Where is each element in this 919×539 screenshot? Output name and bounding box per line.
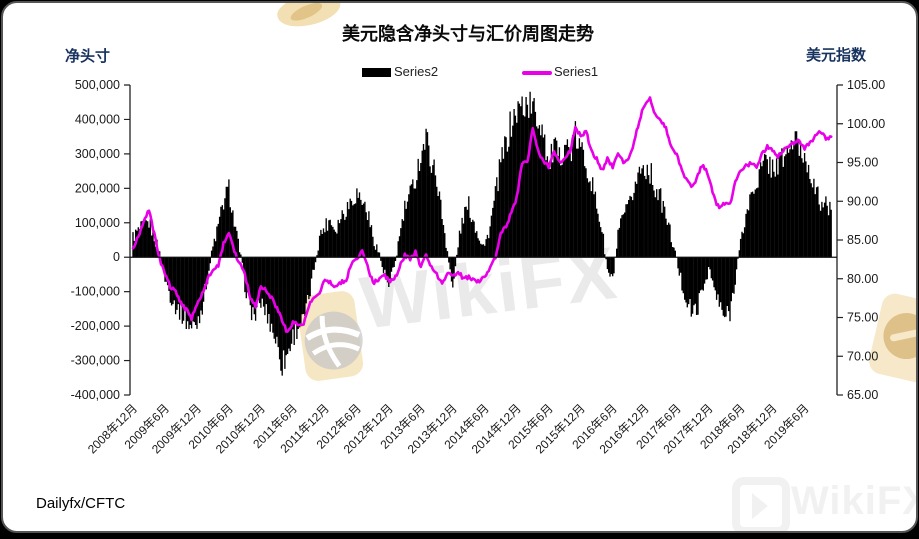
- right-axis-tick-label: 105.00: [847, 78, 885, 92]
- left-axis-tick-label: 0: [113, 250, 120, 264]
- right-axis-tick-label: 65.00: [847, 388, 878, 402]
- wikifx-corner-watermark-text: WikiFX: [791, 479, 918, 523]
- wikifx-logo-badge: [295, 289, 365, 383]
- left-axis-tick-label: -100,000: [71, 285, 120, 299]
- left-axis-tick-label: -400,000: [71, 388, 120, 402]
- eagle-icon: [304, 311, 363, 370]
- chart-title: 美元隐含净头寸与汇价周图走势: [342, 24, 594, 44]
- right-axis-title: 美元指数: [806, 47, 867, 64]
- right-axis-tick-label: 85.00: [847, 233, 878, 247]
- left-axis-title: 净头寸: [65, 48, 111, 65]
- right-axis-tick-label: 70.00: [847, 349, 878, 363]
- play-arrow-icon: [752, 493, 768, 519]
- right-axis-tick-label: 80.00: [847, 272, 878, 286]
- left-axis-tick-label: -300,000: [71, 354, 120, 368]
- data-source-label: Dailyfx/CFTC: [36, 495, 126, 512]
- left-axis-tick-label: 100,000: [75, 216, 120, 230]
- left-axis-tick-label: 400,000: [75, 112, 120, 126]
- bar-series-series2: [132, 91, 832, 376]
- legend-swatch-series1: [522, 71, 552, 75]
- left-axis-tick-label: 200,000: [75, 181, 120, 195]
- right-axis-tick-label: 75.00: [847, 311, 878, 325]
- line-series-series1: [131, 96, 833, 334]
- left-axis-tick-label: 300,000: [75, 147, 120, 161]
- legend-swatch-series2: [362, 68, 391, 77]
- left-axis-tick-label: -200,000: [71, 319, 120, 333]
- right-axis-tick-label: 95.00: [847, 156, 878, 170]
- chart-canvas: 500,000 400,000 300,000 200,000 100,000 0 -100…: [71, 78, 886, 456]
- wikifx-corner-logo-icon: [732, 477, 790, 531]
- legend-label-series2: Series2: [394, 64, 439, 79]
- left-axis-tick-label: 500,000: [75, 78, 120, 92]
- right-axis-tick-label: 90.00: [847, 194, 878, 208]
- legend-label-series1: Series1: [554, 64, 599, 79]
- right-axis-tick-label: 100.00: [847, 117, 885, 131]
